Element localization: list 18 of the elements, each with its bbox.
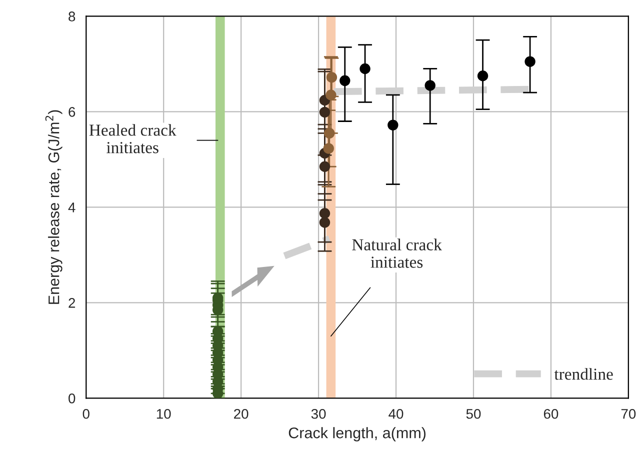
y-tick-label: 0: [68, 394, 76, 404]
x-tick-label: 30: [311, 408, 326, 419]
x-tick-label: 50: [466, 408, 481, 419]
annotation: Natural crack initiates: [352, 238, 442, 268]
x-tick-label: 70: [621, 408, 636, 419]
x-tick-label: 20: [234, 408, 248, 419]
x-tick-label: 60: [544, 408, 558, 419]
x-axis-title: Crack length, a(mm): [288, 427, 426, 442]
x-tick-label: 40: [388, 408, 404, 419]
x-tick-label: 0: [82, 408, 90, 419]
y-axis-title: Energy release rate, G(J/m$^{2}$): [45, 110, 62, 304]
y-tick-label: 6: [68, 107, 76, 117]
annotation: Healed crack initiates: [89, 124, 176, 154]
y-tick-label: 8: [68, 12, 76, 22]
x-tick-label: 10: [156, 408, 171, 419]
legend-label: trendline: [554, 368, 613, 380]
y-tick-label: 2: [68, 298, 76, 308]
y-tick-label: 4: [68, 202, 76, 212]
